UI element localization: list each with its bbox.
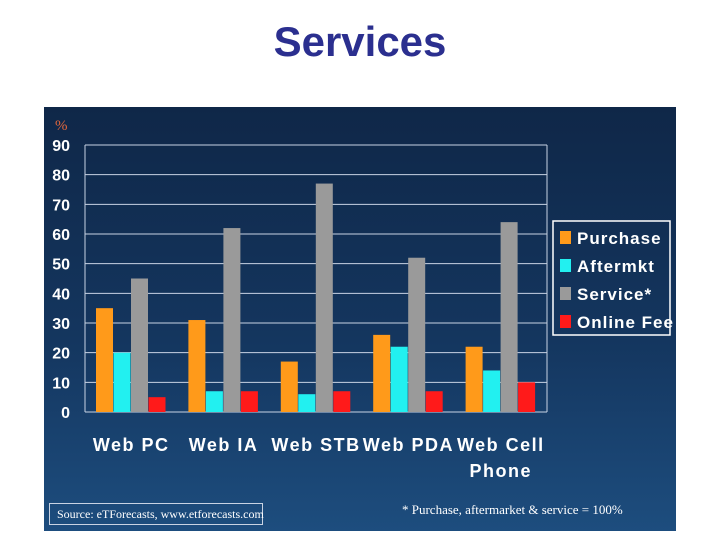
page-title: Services xyxy=(273,18,447,65)
footnote: * Purchase, aftermarket & service = 100% xyxy=(402,502,623,517)
legend-swatch xyxy=(560,287,571,300)
y-tick-label: 40 xyxy=(52,286,70,303)
y-tick-label: 50 xyxy=(52,257,70,274)
y-tick-label: 20 xyxy=(52,346,70,363)
bar-service xyxy=(223,228,241,412)
y-tick-label: 80 xyxy=(52,168,70,185)
source-credit: Source: eTForecasts, www.etforecasts.com xyxy=(49,503,264,525)
bar-online-fee xyxy=(333,391,351,412)
bar-service xyxy=(408,257,426,412)
x-category-label: Phone xyxy=(470,461,533,481)
bar-purchase xyxy=(96,308,113,412)
y-tick-label: 0 xyxy=(61,405,70,422)
bar-aftermkt xyxy=(205,391,223,412)
x-category-label: Web PDA xyxy=(363,435,454,455)
bar-purchase xyxy=(465,346,483,412)
bar-purchase xyxy=(280,361,298,412)
bar-service xyxy=(131,278,148,412)
legend-entry: Service* xyxy=(577,285,652,304)
legend-swatch xyxy=(560,259,571,272)
bar-service xyxy=(315,183,333,412)
bar-online-fee xyxy=(240,391,258,412)
bar-online-fee xyxy=(518,382,536,412)
legend-entry: Aftermkt xyxy=(577,257,655,276)
bar-purchase xyxy=(373,334,391,412)
bar-aftermkt xyxy=(483,370,501,412)
x-category-label: Web STB xyxy=(271,435,360,455)
y-unit-label: % xyxy=(55,118,68,134)
y-tick-label: 10 xyxy=(52,375,70,392)
y-tick-label: 60 xyxy=(52,227,70,244)
legend-box xyxy=(552,220,671,336)
x-category-label: Web Cell xyxy=(457,435,545,455)
bar-online-fee xyxy=(425,391,443,412)
y-tick-label: 30 xyxy=(52,316,70,333)
legend-entry: Online Fee xyxy=(577,313,674,332)
legend-swatch xyxy=(560,231,571,244)
bar-aftermkt xyxy=(113,352,131,412)
legend-entry: Purchase xyxy=(577,229,662,248)
y-tick-label: 90 xyxy=(52,138,70,155)
bar-service xyxy=(500,222,518,412)
bar-purchase xyxy=(188,320,206,412)
bar-aftermkt xyxy=(298,394,316,412)
x-category-label: Web IA xyxy=(189,435,259,455)
x-category-label: Web PC xyxy=(93,435,170,455)
legend-swatch xyxy=(560,315,571,328)
bar-online-fee xyxy=(148,397,166,412)
bar-aftermkt xyxy=(390,346,408,412)
y-tick-label: 70 xyxy=(52,197,70,214)
